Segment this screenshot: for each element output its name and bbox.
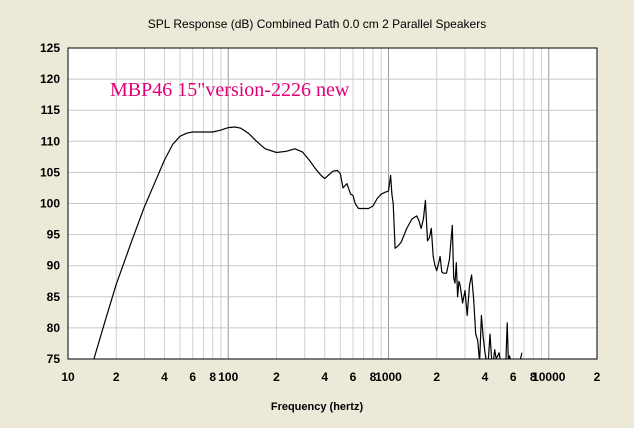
x-axis-label: Frequency (hertz) [271,401,364,413]
y-tick-label: 115 [41,103,61,117]
y-tick-label: 85 [47,290,61,304]
x-tick-label: 4 [161,370,168,384]
plot-border [67,47,598,360]
grid [68,48,597,359]
x-tick-label: 10 [61,370,75,384]
x-tick-label: 100 [218,370,238,384]
x-tick-label: 4 [482,370,489,384]
x-tick-label: 6 [510,370,517,384]
series-layer [93,126,523,359]
chart-annotation: MBP46 15"version-2226 new [110,79,350,101]
x-tick-label: 8 [530,370,537,384]
x-tick-label: 2 [273,370,280,384]
x-tick-label: 8 [370,370,377,384]
y-tick-label: 80 [47,321,61,335]
y-tick-label: 95 [47,228,61,242]
x-tick-label: 8 [209,370,216,384]
y-tick-label: 75 [47,352,61,366]
chart-title: SPL Response (dB) Combined Path 0.0 cm 2… [148,17,486,31]
x-tick-label: 1000 [375,370,402,384]
y-tick-label: 100 [40,197,60,211]
x-tick-label: 4 [321,370,328,384]
x-tick-label: 2 [113,370,120,384]
y-tick-label: 105 [40,165,60,179]
x-tick-label: 10000 [532,370,566,384]
y-tick-label: 90 [47,259,61,273]
y-tick-label: 120 [40,72,60,86]
x-tick-label: 6 [350,370,357,384]
x-tick-label: 6 [189,370,196,384]
y-tick-label: 110 [41,134,61,148]
x-tick-label: 2 [433,370,440,384]
x-tick-label: 2 [594,370,601,384]
spl-response-line [93,126,523,359]
y-tick-label: 125 [40,41,60,55]
